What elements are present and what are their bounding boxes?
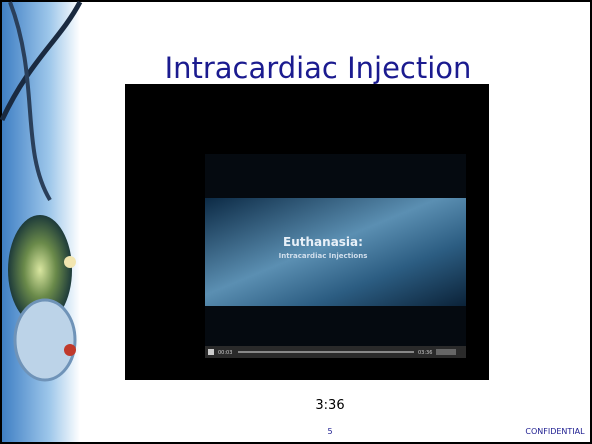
footer: CONFIDENTIAL [525,427,585,436]
play-button[interactable] [208,349,214,355]
page-number: 5 [327,427,332,436]
video-subheading: Intracardiac Injections [279,252,368,260]
slide: Intracardiac Injection Euthanasia: Intra… [0,0,592,444]
slide-title: Intracardiac Injection [165,51,472,85]
elapsed-time: 00:03 [218,350,232,356]
caption: 3:36 [315,398,344,413]
page: Intracardiac Injection Euthanasia: Intra… [0,0,592,444]
duration-time: 03:36 [418,350,432,356]
decor-dot [64,256,76,268]
decor-disk [15,300,75,380]
volume-control[interactable] [436,349,456,355]
seek-bar[interactable] [238,351,414,353]
decor-dot [64,344,76,356]
video-heading: Euthanasia: [283,235,363,249]
